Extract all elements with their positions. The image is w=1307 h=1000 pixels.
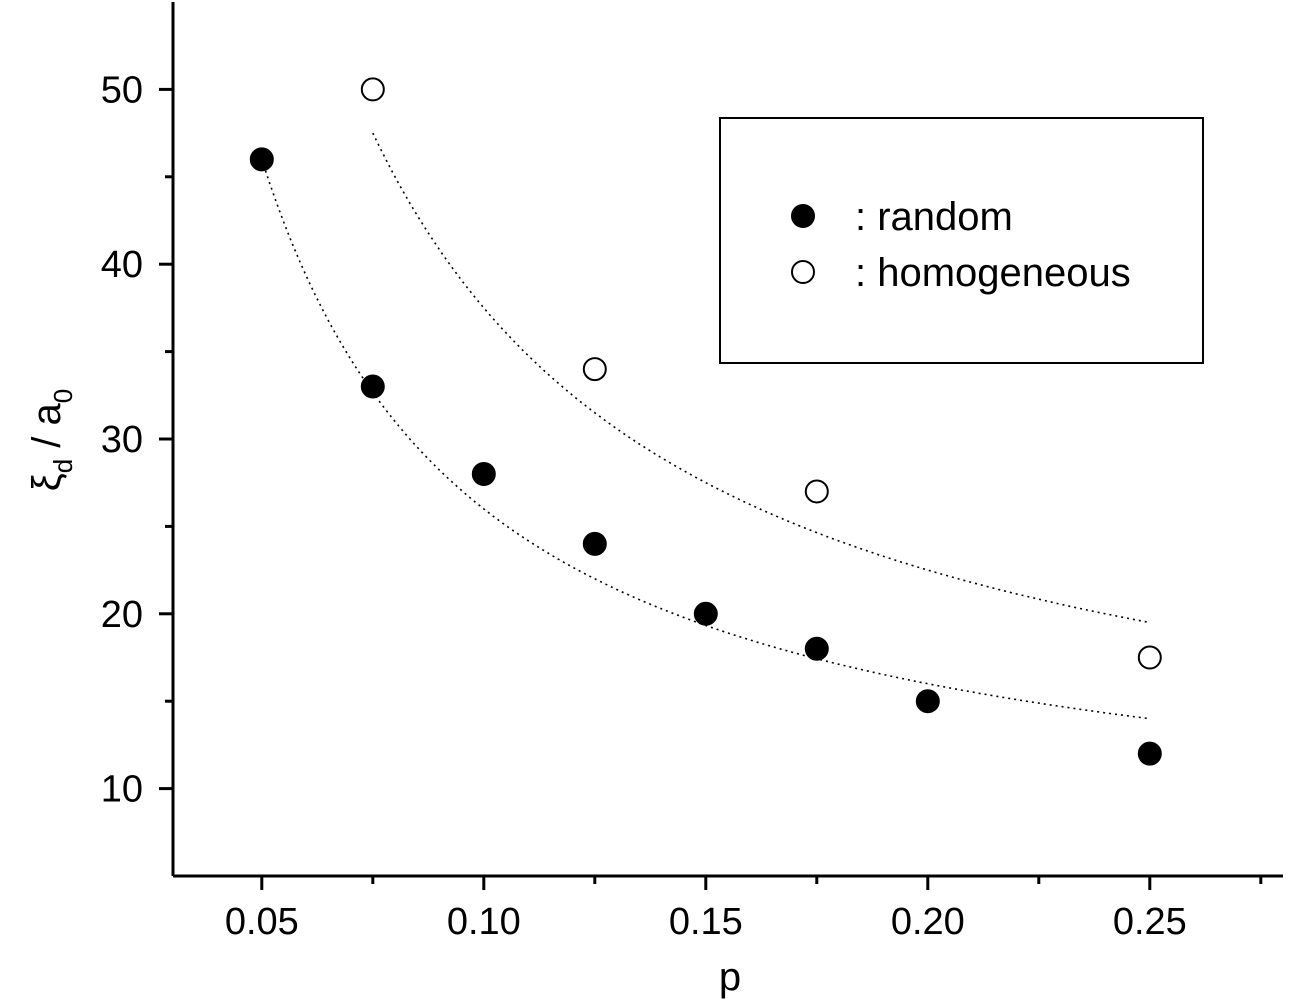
random-point xyxy=(915,689,940,714)
y-tick-label: 20 xyxy=(101,594,143,636)
legend-label-homogeneous: : homogeneous xyxy=(855,251,1131,295)
legend-marker-random xyxy=(791,204,815,228)
x-axis-title: p xyxy=(719,955,741,999)
random-point xyxy=(804,636,829,661)
y-tick-label: 10 xyxy=(101,769,143,811)
legend-marker-homogeneous xyxy=(791,260,815,284)
y-tick-label: 30 xyxy=(101,419,143,461)
random-point xyxy=(471,461,496,486)
random-point xyxy=(360,374,385,399)
legend-box xyxy=(719,117,1204,364)
x-tick-label: 0.20 xyxy=(891,901,965,943)
homogeneous-point xyxy=(1137,645,1162,670)
homogeneous-point xyxy=(804,479,829,504)
x-tick-label: 0.10 xyxy=(447,901,521,943)
y-axis-title: ξd / a0 xyxy=(25,389,78,491)
random-point xyxy=(693,601,718,626)
homogeneous-point xyxy=(582,357,607,382)
axes: 0.05 0.10 0.15 0.20 0.25 10 20 30 40 50 xyxy=(101,2,1283,943)
legend: : random : homogeneous xyxy=(719,117,1204,364)
random-point xyxy=(249,147,274,172)
data-points xyxy=(249,77,1162,766)
fit-curve-homogeneous xyxy=(372,132,1150,624)
random-point xyxy=(582,531,607,556)
x-tick-label: 0.25 xyxy=(1113,901,1187,943)
homogeneous-point xyxy=(360,77,385,102)
y-tick-label: 40 xyxy=(101,244,143,286)
x-tick-label: 0.15 xyxy=(669,901,743,943)
x-tick-label: 0.05 xyxy=(225,901,299,943)
random-point xyxy=(1137,741,1162,766)
y-tick-label: 50 xyxy=(101,69,143,111)
legend-label-random: : random xyxy=(855,195,1013,239)
axis-labels: p ξd / a0 xyxy=(25,389,741,999)
